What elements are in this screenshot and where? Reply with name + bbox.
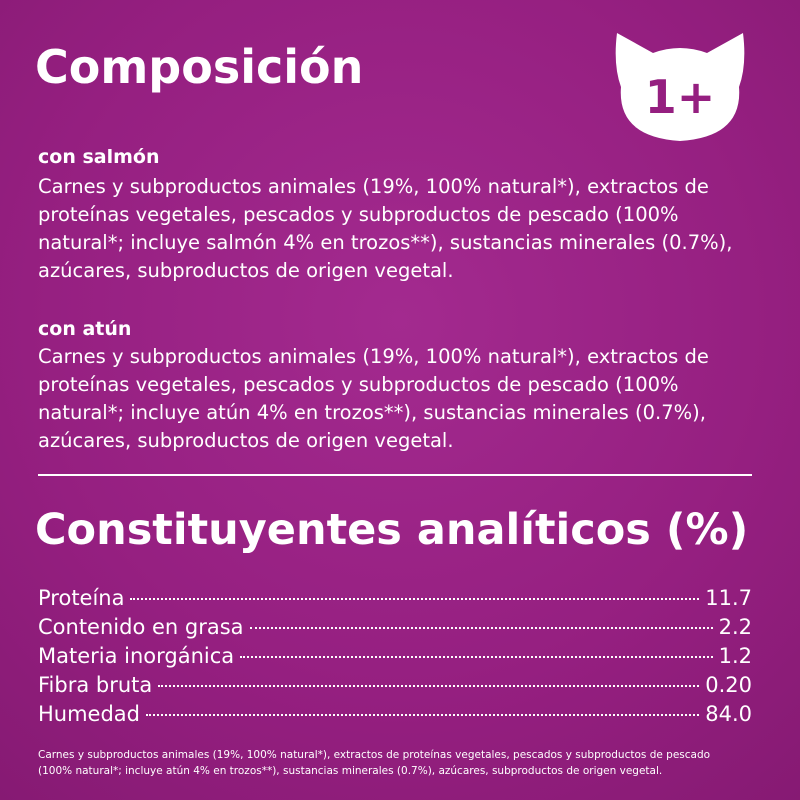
analysis-title: Constituyentes analíticos (%) (35, 505, 749, 555)
text-line: natural*; incluye salmón 4% en trozos**)… (38, 231, 733, 254)
text-line: azúcares, subproductos de origen vegetal… (38, 429, 454, 452)
dot-leader (158, 685, 700, 687)
analysis-row: Proteína 11.7 (38, 586, 752, 615)
badge-text: 1+ (645, 70, 716, 124)
dot-leader (146, 714, 700, 716)
row-label: Humedad (38, 702, 141, 726)
footnote-line: (100% natural*; incluye atún 4% en trozo… (38, 765, 663, 777)
row-label: Contenido en grasa (38, 615, 244, 639)
dot-leader (130, 598, 700, 600)
text-line: proteínas vegetales, pescados y subprodu… (38, 203, 679, 226)
footnote-line: Carnes y subproductos animales (19%, 100… (38, 749, 711, 761)
dot-leader (240, 656, 713, 658)
text-line: Carnes y subproductos animales (19%, 100… (38, 175, 709, 198)
text-line: azúcares, subproductos de origen vegetal… (38, 259, 454, 282)
text-line: natural*; incluye atún 4% en trozos**), … (38, 401, 706, 424)
row-label: Materia inorgánica (38, 644, 235, 668)
title: Composición (35, 40, 364, 94)
analysis-row: Humedad 84.0 (38, 702, 752, 731)
analysis-row: Materia inorgánica 1.2 (38, 644, 752, 673)
row-value: 11.7 (705, 586, 752, 610)
row-label: Fibra bruta (38, 673, 153, 697)
row-value: 84.0 (705, 702, 752, 726)
row-value: 1.2 (718, 644, 752, 668)
text-line: proteínas vegetales, pescados y subprodu… (38, 373, 679, 396)
section-heading: con atún (38, 318, 132, 340)
divider (38, 474, 752, 476)
row-value: 0.20 (705, 673, 752, 697)
cat-head (615, 33, 745, 141)
dot-leader (249, 627, 713, 629)
text-line: Carnes y subproductos animales (19%, 100… (38, 345, 709, 368)
analysis-row: Contenido en grasa 2.2 (38, 615, 752, 644)
row-label: Proteína (38, 586, 125, 610)
age-badge: 1+ (615, 33, 745, 141)
row-value: 2.2 (718, 615, 752, 639)
section-heading: con salmón (38, 146, 160, 168)
analysis-row: Fibra bruta 0.20 (38, 673, 752, 702)
